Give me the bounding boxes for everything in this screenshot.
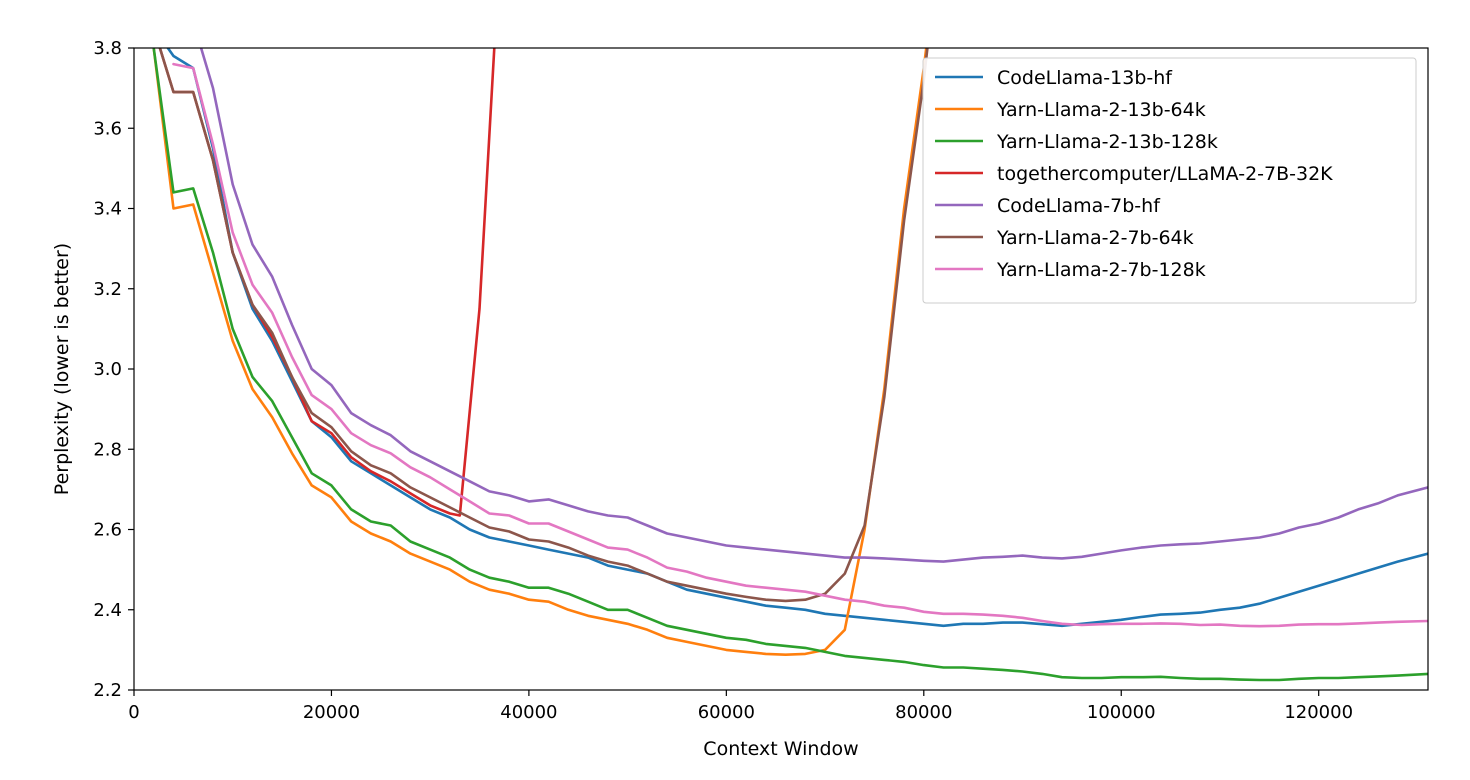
x-tick-label: 20000 bbox=[303, 702, 360, 723]
series-line-1 bbox=[152, 48, 928, 657]
legend-label-4: CodeLlama-7b-hf bbox=[997, 195, 1161, 217]
series-line-0 bbox=[166, 48, 1428, 628]
y-tick-label: 2.2 bbox=[93, 680, 122, 701]
x-tick-label: 60000 bbox=[698, 702, 755, 723]
series-line-2 bbox=[152, 48, 1428, 682]
legend-label-1: Yarn-Llama-2-13b-64k bbox=[996, 99, 1206, 121]
series-line-6 bbox=[172, 62, 1428, 628]
series-line-3 bbox=[158, 48, 496, 517]
x-tick-label: 100000 bbox=[1087, 702, 1156, 723]
legend-label-6: Yarn-Llama-2-7b-128k bbox=[996, 259, 1206, 281]
y-tick-label: 3.6 bbox=[93, 118, 122, 139]
legend: CodeLlama-13b-hf Yarn-Llama-2-13b-64k Yarn… bbox=[922, 57, 1417, 304]
y-tick-label: 3.4 bbox=[93, 199, 122, 220]
y-axis-label: Perplexity (lower is better) bbox=[51, 243, 73, 495]
legend-label-0: CodeLlama-13b-hf bbox=[997, 67, 1173, 89]
y-tick-label: 2.8 bbox=[93, 439, 122, 460]
x-tick-label: 0 bbox=[128, 702, 139, 723]
x-tick-label: 40000 bbox=[500, 702, 557, 723]
series-layer bbox=[152, 48, 1428, 682]
y-tick-label: 2.4 bbox=[93, 600, 122, 621]
y-tick-label: 3.0 bbox=[93, 359, 122, 380]
y-tick-label: 3.8 bbox=[93, 38, 122, 59]
x-axis-label: Context Window bbox=[703, 738, 858, 760]
legend-box bbox=[922, 57, 1417, 304]
series-line-4 bbox=[199, 48, 1428, 563]
legend-label-5: Yarn-Llama-2-7b-64k bbox=[996, 227, 1194, 249]
legend-label-2: Yarn-Llama-2-13b-128k bbox=[996, 131, 1218, 153]
y-axis: 2.2 2.4 2.6 2.8 3.0 3.2 3.4 3.6 3.8 bbox=[93, 38, 134, 701]
x-tick-label: 120000 bbox=[1284, 702, 1353, 723]
series-line-5 bbox=[158, 48, 929, 603]
legend-label-3: togethercomputer/LLaMA-2-7B-32K bbox=[997, 163, 1333, 185]
x-axis: 0 20000 40000 60000 80000 100000 120000 bbox=[128, 690, 1353, 723]
y-tick-label: 2.6 bbox=[93, 520, 122, 541]
y-tick-label: 3.2 bbox=[93, 279, 122, 300]
x-tick-label: 80000 bbox=[895, 702, 952, 723]
